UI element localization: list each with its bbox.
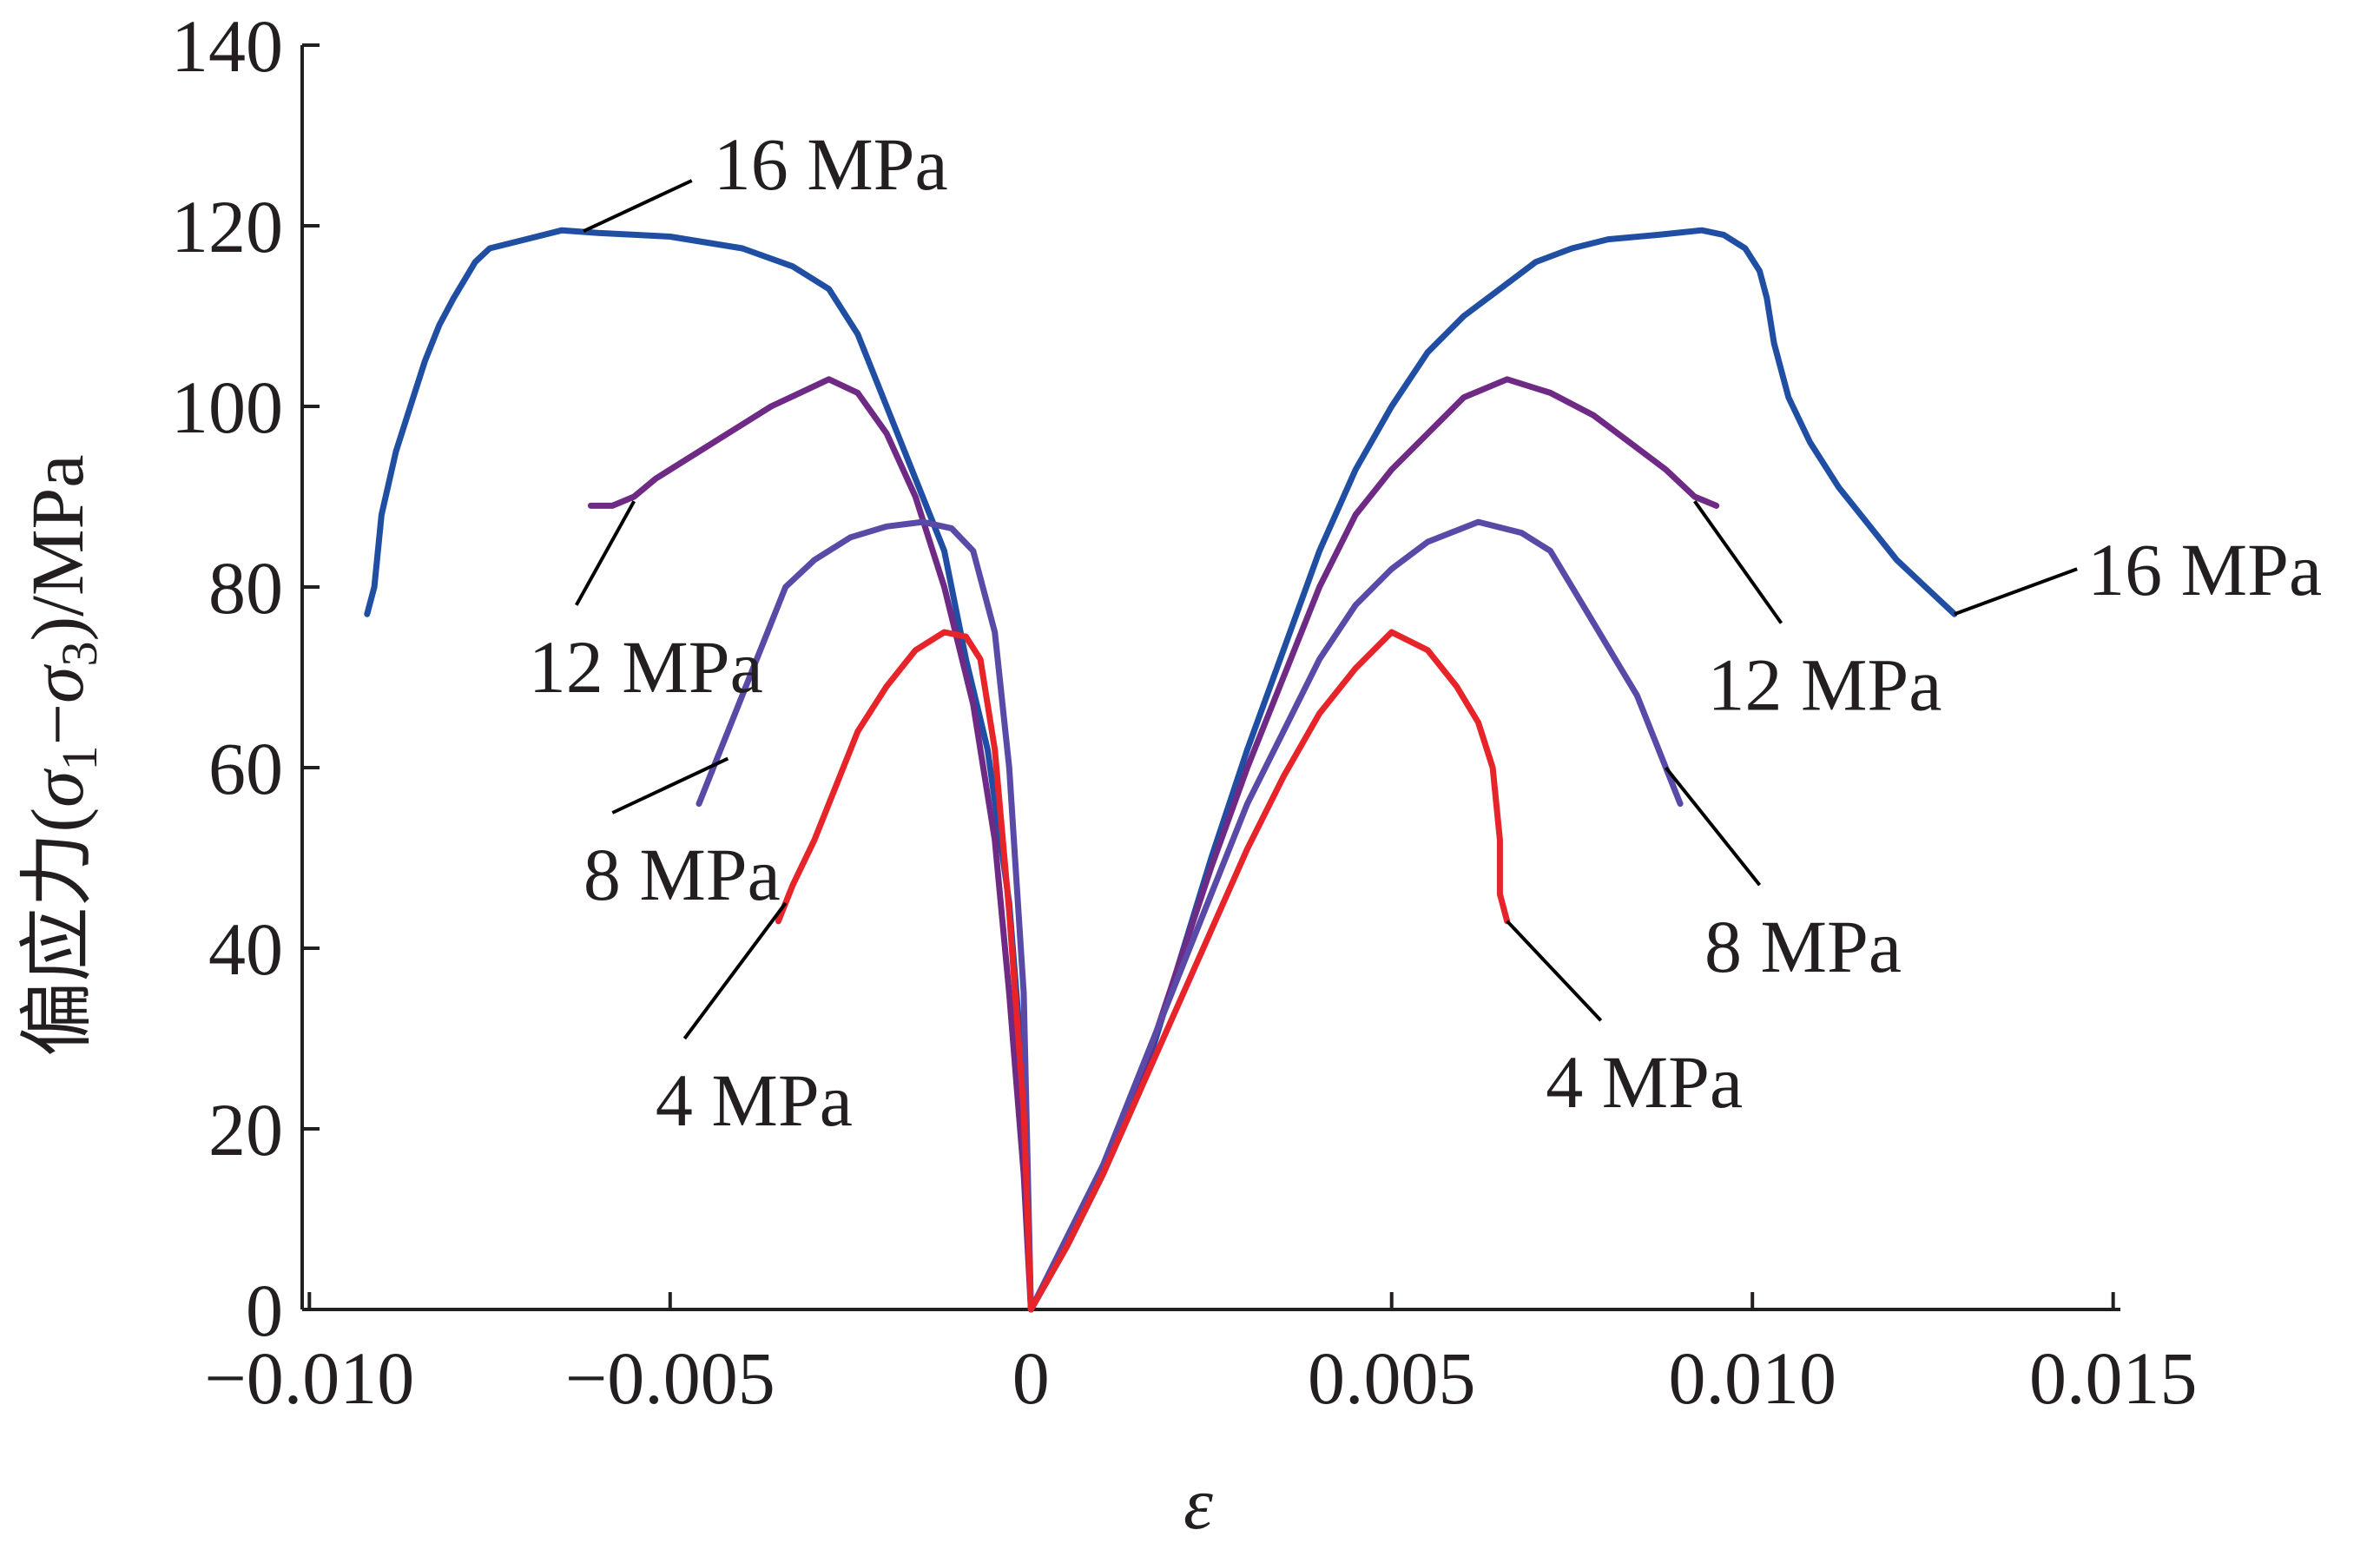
series-line-4-mpa [775,629,1511,1313]
x-tick-label: 0.005 [1308,1336,1476,1420]
series-line-8-mpa [696,518,1684,1313]
y-axis-title-sub-1: 1 [51,745,108,770]
leader-line [583,179,693,234]
series-layer [364,227,1958,1313]
series-line-16-mpa [364,227,1958,1313]
y-tick-label: 60 [208,727,283,810]
y-tick-label: 40 [208,907,283,991]
x-tick-label: 0 [1012,1336,1050,1420]
y-axis-title-sigma-1: σ [16,768,99,808]
leader-line [575,500,636,606]
y-tick-label: 140 [171,4,283,88]
y-axis-title-minus: − [16,703,99,746]
annotation-label: 8 MPa [583,833,781,916]
annotation-label: 16 MPa [714,122,948,206]
leader-line [682,901,788,1040]
annotation-label: 12 MPa [529,625,763,709]
y-tick-label: 120 [171,185,283,268]
leader-line [611,756,729,815]
y-tick-label: 0 [246,1269,283,1352]
annotation-label: 8 MPa [1704,905,1902,988]
y-axis-title: 偏应力(σ1−σ3)/MPa [16,455,108,1057]
y-axis-title-suffix: )/MPa [16,455,99,642]
y-axis-title-sub-3: 3 [51,642,108,667]
y-axis-title-sigma-3: σ [16,663,99,703]
y-tick-label: 20 [208,1088,283,1171]
annotation-label: 4 MPa [656,1059,853,1142]
leader-line [1954,567,2078,617]
leader-line [1664,766,1762,887]
x-tick-label: 0.015 [2029,1336,2198,1420]
annotation-layer: 16 MPa 16 MPa 12 MPa 12 MPa 8 MPa 8 MPa 4 MPa 4… [529,122,2322,1142]
annotation-label: 12 MPa [1707,643,1942,727]
x-tick-label: −0.010 [204,1336,414,1420]
x-tick-label: 0.010 [1668,1336,1836,1420]
annotation-label: 4 MPa [1546,1040,1743,1124]
annotation-label: 16 MPa [2087,528,2322,611]
x-axis-title: ε [1183,1461,1213,1545]
x-tick-label: −0.005 [565,1336,775,1420]
axes: −0.010 −0.005 0 0.005 0.010 0.015 0 20 40 60 80 100… [171,4,2197,1420]
svg-text:偏应力(σ1−σ3)/MPa: 偏应力(σ1−σ3)/MPa [16,455,108,1057]
y-axis-title-prefix: 偏应力( [16,808,99,1057]
leader-line [1693,500,1783,624]
leader-line [1506,920,1603,1022]
y-tick-label: 80 [208,546,283,630]
y-tick-label: 100 [171,366,283,449]
